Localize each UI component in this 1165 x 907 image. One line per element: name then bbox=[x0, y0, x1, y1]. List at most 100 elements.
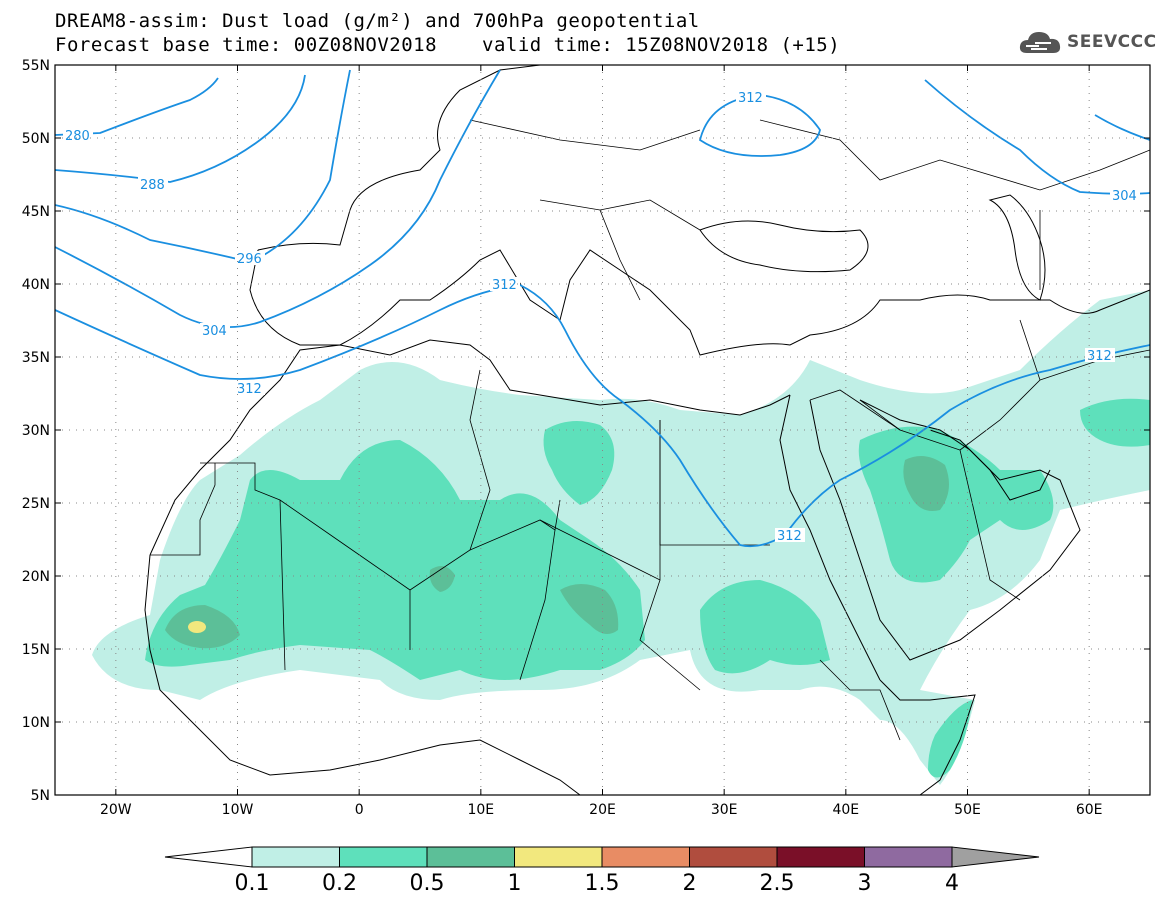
caspian-sea-coast bbox=[988, 194, 1046, 301]
colorbar-segment bbox=[339, 846, 428, 868]
contour-label: 304 bbox=[1112, 189, 1137, 204]
contour-labels: 280 288 296 304 312 312 312 312 304 312 bbox=[63, 90, 1140, 544]
lon-label: 0 bbox=[355, 802, 364, 818]
lat-label: 30N bbox=[22, 423, 50, 439]
seevccc-logo: SEEVCCC bbox=[1017, 24, 1157, 60]
contour-312 bbox=[55, 284, 1150, 548]
horn-of-africa-coast bbox=[879, 679, 976, 795]
contour-label: 288 bbox=[140, 178, 165, 193]
border bbox=[519, 529, 556, 681]
contour-label: 312 bbox=[1087, 349, 1112, 364]
colorbar-segment bbox=[514, 846, 603, 868]
longitude-labels: 20W 10W 0 10E 20E 30E 40E 50E 60E bbox=[100, 802, 1103, 818]
dust-level-0.2-area bbox=[543, 421, 615, 505]
lat-lon-grid bbox=[55, 65, 1150, 795]
colorbar-segment bbox=[426, 846, 515, 868]
european-coastline bbox=[249, 65, 1150, 356]
contour-label: 312 bbox=[777, 529, 802, 544]
contour-label: 312 bbox=[237, 382, 262, 397]
latitude-labels: 55N 50N 45N 40N 35N 30N 25N 20N 15N 10N 5N bbox=[22, 58, 50, 804]
dust-level-0.2-area bbox=[145, 440, 645, 680]
lat-label: 45N bbox=[22, 204, 50, 220]
map-title: DREAM8-assim: Dust load (g/m²) and 700hP… bbox=[55, 10, 700, 32]
dust-level-0.5-area bbox=[560, 584, 619, 634]
cloud-icon bbox=[1019, 32, 1061, 53]
arabia-coast bbox=[809, 399, 1081, 661]
colorbar-label: 4 bbox=[945, 871, 959, 896]
border bbox=[759, 119, 1150, 191]
axis-ticks bbox=[55, 64, 1150, 796]
border bbox=[409, 369, 491, 591]
lat-label: 20N bbox=[22, 569, 50, 585]
valid-time: valid time: 15Z08NOV2018 (+15) bbox=[482, 34, 841, 56]
dust-level-1-area bbox=[188, 621, 206, 633]
coastlines bbox=[144, 65, 1150, 795]
border bbox=[469, 119, 701, 151]
border bbox=[469, 499, 561, 551]
persian-gulf-coast bbox=[929, 429, 1051, 501]
colorbar-segment bbox=[601, 846, 690, 868]
border bbox=[659, 420, 770, 546]
border bbox=[959, 319, 1041, 451]
dust-level-0.1-area bbox=[92, 290, 1150, 785]
colorbar-label: 1 bbox=[508, 871, 522, 896]
contour-304 bbox=[55, 69, 501, 329]
lon-label: 20W bbox=[100, 802, 132, 818]
contour-label: 312 bbox=[492, 278, 517, 293]
border bbox=[150, 463, 216, 556]
contour-label: 312 bbox=[738, 91, 763, 106]
dust-level-0.2-area bbox=[700, 580, 830, 674]
colorbar-label: 0.5 bbox=[410, 871, 445, 896]
lat-label: 25N bbox=[22, 496, 50, 512]
colorbar-max-arrow bbox=[951, 846, 1040, 868]
lon-label: 40E bbox=[832, 802, 859, 818]
dust-level-0.2-area bbox=[1080, 398, 1150, 447]
dust-level-0.2-area bbox=[928, 700, 972, 778]
contour-label: 296 bbox=[237, 252, 262, 267]
red-sea-coast bbox=[779, 394, 881, 681]
west-africa-coastline bbox=[144, 554, 581, 795]
lat-label: 50N bbox=[22, 131, 50, 147]
black-sea-coast bbox=[699, 220, 869, 273]
colorbar-label: 2.5 bbox=[760, 871, 795, 896]
contour-312-loop bbox=[698, 94, 821, 157]
colorbar-label: 2 bbox=[683, 871, 697, 896]
colorbar-label: 0.1 bbox=[235, 871, 270, 896]
border bbox=[809, 389, 901, 431]
border bbox=[279, 499, 286, 671]
dust-load-field bbox=[92, 290, 1150, 785]
forecast-base-time: Forecast base time: 00Z08NOV2018 bbox=[55, 34, 438, 56]
lat-label: 40N bbox=[22, 277, 50, 293]
colorbar-segment bbox=[251, 846, 340, 868]
contour-280 bbox=[55, 77, 219, 136]
border bbox=[639, 579, 701, 691]
country-borders bbox=[150, 119, 1150, 741]
colorbar-label: 0.2 bbox=[322, 871, 357, 896]
lat-label: 35N bbox=[22, 350, 50, 366]
lon-label: 60E bbox=[1076, 802, 1103, 818]
lon-label: 50E bbox=[954, 802, 981, 818]
colorbar-segment bbox=[776, 846, 865, 868]
lon-label: 10W bbox=[222, 802, 254, 818]
contour-label: 304 bbox=[202, 324, 227, 339]
lat-label: 5N bbox=[31, 788, 50, 804]
lat-label: 15N bbox=[22, 642, 50, 658]
border bbox=[819, 659, 901, 741]
lat-label: 10N bbox=[22, 715, 50, 731]
colorbar-label: 3 bbox=[858, 871, 872, 896]
dust-level-0.5-area bbox=[903, 456, 949, 511]
lon-label: 20E bbox=[589, 802, 616, 818]
lat-label: 55N bbox=[22, 58, 50, 74]
border bbox=[599, 209, 641, 301]
lon-label: 10E bbox=[467, 802, 494, 818]
contour-label: 280 bbox=[65, 129, 90, 144]
colorbar-segment bbox=[689, 846, 778, 868]
colorbar-min-arrow bbox=[164, 846, 253, 868]
colorbar-segment bbox=[864, 846, 953, 868]
contour-288 bbox=[55, 74, 306, 183]
north-africa-coastline bbox=[149, 339, 791, 556]
colorbar: 0.1 0.2 0.5 1 1.5 2 2.5 3 4 bbox=[164, 846, 1040, 896]
border bbox=[539, 199, 701, 231]
lon-label: 30E bbox=[711, 802, 738, 818]
